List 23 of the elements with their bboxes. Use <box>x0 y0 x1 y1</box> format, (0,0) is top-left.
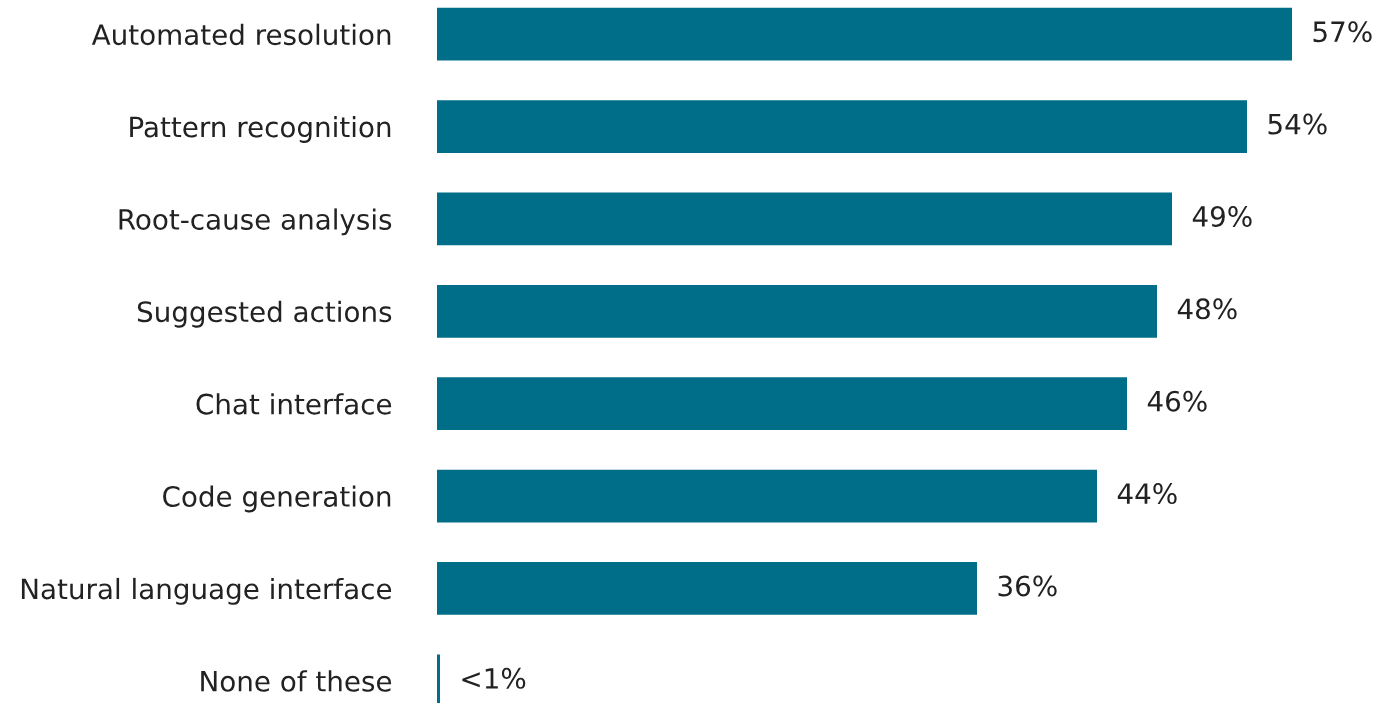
data-label: 57% <box>1313 21 1372 43</box>
y-tick-label: Pattern recognition <box>130 116 391 143</box>
bar <box>437 469 1097 523</box>
y-tick-label: Natural language interface <box>21 577 392 605</box>
data-label: 48% <box>1177 298 1237 320</box>
bar <box>437 100 1247 153</box>
data-label: <1% <box>462 667 526 689</box>
bar <box>437 284 1157 338</box>
data-label: 49% <box>1192 205 1252 227</box>
y-tick-label: Suggested actions <box>137 300 392 328</box>
bar <box>437 562 977 615</box>
y-tick-label: Automated resolution <box>91 23 391 46</box>
data-label: 36% <box>998 575 1057 597</box>
y-tick-label: None of these <box>201 670 392 692</box>
bar <box>437 7 1292 61</box>
y-tick-label: Chat interface <box>196 393 392 415</box>
y-tick-label: Root-cause analysis <box>119 208 392 236</box>
data-label: 46% <box>1147 390 1207 412</box>
bar <box>437 192 1172 246</box>
bar <box>437 377 1127 431</box>
y-tick-label: Code generation <box>163 485 391 513</box>
data-label: 54% <box>1268 113 1327 135</box>
data-label: 44% <box>1117 483 1177 505</box>
